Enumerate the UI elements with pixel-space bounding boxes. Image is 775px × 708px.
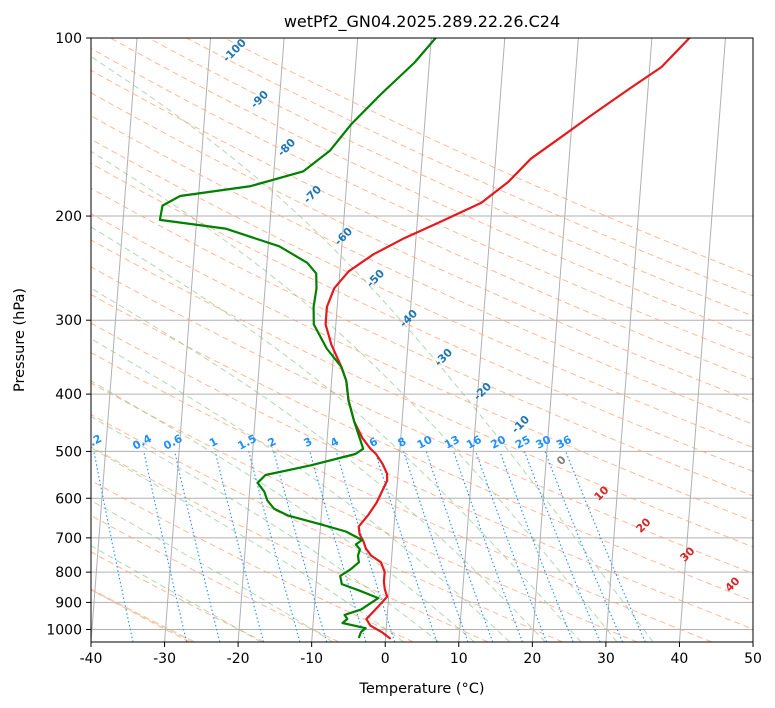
isotherm-10: [458, 38, 506, 642]
isotherm--30: [164, 38, 212, 642]
y-tick-label-700: 700: [55, 531, 82, 547]
mixing-ratio-line-4: [335, 451, 396, 642]
dry-adiabat-140: [91, 92, 753, 403]
x-tick-label--20: -20: [227, 651, 250, 667]
reference-adiabat: [91, 588, 195, 642]
mixing-ratio-line-0.6: [174, 451, 221, 642]
moist-adiabat-35: [91, 56, 654, 642]
mixing-ratio-line-10: [425, 451, 494, 642]
mixing-ratio-label-36: 36: [554, 433, 574, 452]
moist-adiabat-0: [91, 447, 404, 642]
y-tick-label-100: 100: [55, 31, 82, 47]
background-guide-lines: [91, 38, 753, 642]
y-tick-label-200: 200: [55, 209, 82, 225]
profile-traces: [158, 38, 691, 640]
mixing-ratio-line-16: [475, 451, 548, 642]
mixing-ratio-label-30: 30: [534, 433, 554, 452]
plot-frame: [90, 37, 754, 643]
dry-adiabat-80: [91, 239, 753, 548]
x-tick-label-0: 0: [381, 651, 390, 667]
y-tick-label-500: 500: [55, 444, 82, 460]
x-tick-label-30: 30: [597, 651, 615, 667]
dry-adiabat--20: [91, 551, 265, 642]
isotherm--20: [237, 38, 285, 642]
x-axis-label: Temperature (°C): [358, 681, 484, 697]
x-tick-label--10: -10: [300, 651, 323, 667]
dry-adiabat-100: [91, 187, 753, 497]
x-tick-label--40: -40: [80, 651, 103, 667]
dry-adiabat-90: [91, 213, 753, 522]
mixing-ratio-line-1.5: [248, 451, 301, 642]
dry-adiabat-10: [91, 446, 489, 642]
mixing-ratio-line-6: [374, 451, 438, 642]
dry-adiabat-110: [91, 162, 753, 472]
axes: -40 -30 -20 -10 0 10 20 30 40 50 100 200 300 400 500 60…: [46, 31, 762, 667]
x-tick-label--30: -30: [153, 651, 176, 667]
mixing-ratio-label-25: 25: [513, 433, 533, 452]
y-tick-label-1000: 1000: [46, 622, 82, 638]
isotherm-40: [678, 38, 726, 642]
moist-adiabat--10: [91, 499, 333, 642]
mixing-ratio-line-8: [403, 451, 469, 642]
x-tick-label-10: 10: [450, 651, 468, 667]
y-axis-label: Pressure (hPa): [12, 288, 28, 392]
mixing-ratio-line-30: [544, 451, 624, 642]
x-tick-label-50: 50: [744, 651, 762, 667]
isotherm-20: [531, 38, 579, 642]
isotherm--10: [311, 38, 359, 642]
dry-adiabat-40: [91, 352, 712, 642]
mixing-ratio-label-10: 10: [415, 433, 435, 452]
moist-adiabat-15: [91, 338, 511, 642]
mixing-ratio-label-16: 16: [464, 433, 484, 452]
dry-adiabat-170: [110, 38, 753, 338]
dry-adiabat-60: [91, 293, 753, 602]
mixing-ratio-line-2: [273, 451, 328, 642]
isotherm-0: [384, 38, 432, 642]
series-temperature: [324, 38, 691, 640]
moist-adiabat-5: [91, 416, 440, 642]
mixing-ratio-line-1: [214, 451, 265, 642]
dry-adiabat-50: [91, 322, 753, 630]
x-tick-label-40: 40: [671, 651, 689, 667]
mixing-ratio-label-13: 13: [442, 433, 462, 452]
chart-title: wetPf2_GN04.2025.289.22.26.C24: [284, 12, 560, 32]
y-tick-label-600: 600: [55, 491, 82, 507]
y-tick-label-400: 400: [55, 387, 82, 403]
isotherm-30: [605, 38, 653, 642]
mixing-ratio-line-13: [453, 451, 524, 642]
y-tick-label-900: 900: [55, 595, 82, 611]
moist-adiabat--20: [91, 545, 262, 642]
mixing-ratio-line-36: [565, 451, 646, 642]
dry-adiabat-70: [91, 266, 753, 575]
y-tick-label-800: 800: [55, 565, 82, 581]
mixing-ratio-label-20: 20: [488, 433, 508, 452]
dry-adiabat-20: [91, 413, 563, 642]
series-dewpoint: [158, 38, 437, 639]
moist-adiabat-10: [91, 380, 475, 642]
mixing-ratio-line-20: [499, 451, 574, 642]
y-tick-label-300: 300: [55, 313, 82, 329]
dry-adiabat-160: [91, 47, 753, 359]
isotherm--40: [91, 38, 138, 642]
dry-adiabat-130: [91, 115, 753, 425]
mixing-ratio-line-0.4: [143, 451, 188, 642]
dry-adiabat-190: [186, 38, 753, 297]
mixing-ratio-line-3: [309, 451, 367, 642]
x-tick-label-20: 20: [523, 651, 541, 667]
mixing-ratio-line-25: [523, 451, 601, 642]
